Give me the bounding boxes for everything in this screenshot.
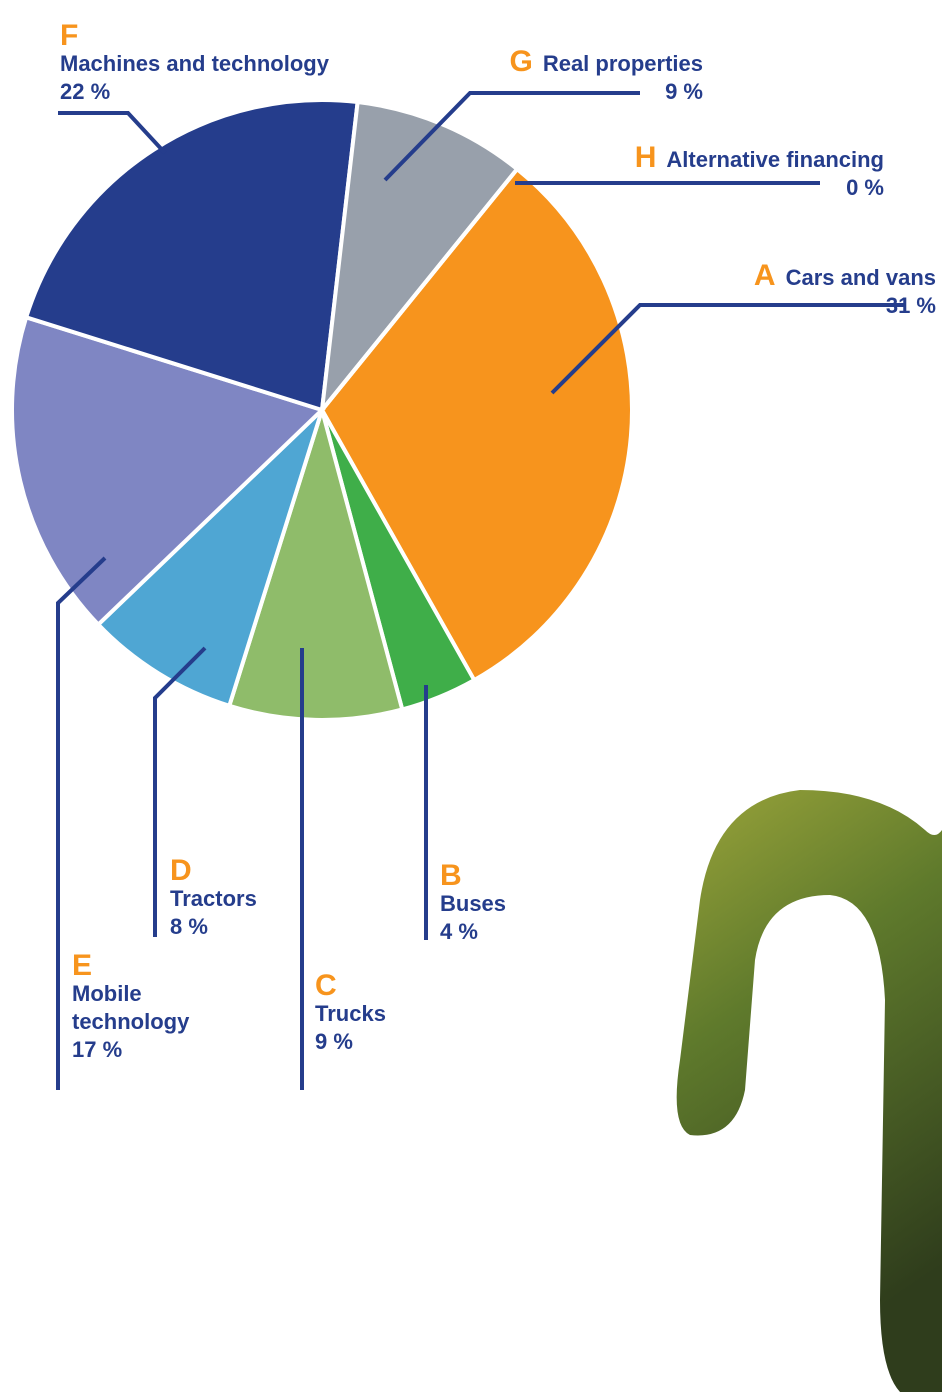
slice-value: 8 % <box>170 914 208 939</box>
leader-line <box>383 91 640 182</box>
slice-value: 4 % <box>440 919 478 944</box>
slice-letter: B <box>440 859 462 892</box>
pie-slice <box>10 314 326 628</box>
slice-letter: F <box>60 19 79 52</box>
slice-name: Tractors <box>170 886 257 911</box>
background-photo <box>676 790 942 1392</box>
slice-value: 17 % <box>72 1037 123 1062</box>
slice-label: B Buses 4 % <box>440 859 507 946</box>
slice-label: E Mobile technology 17 % <box>72 949 232 1064</box>
pie-slice <box>23 98 360 413</box>
slice-value: 9 % <box>315 1029 353 1054</box>
leader-line <box>56 556 107 1090</box>
slice-name: Real properties <box>542 51 703 76</box>
slice-value: 22 % <box>60 79 111 104</box>
slice-value: 9 % <box>665 79 703 104</box>
slice-value: 0 % <box>846 175 884 200</box>
slice-label: A Cars and vans 31 % <box>753 259 936 320</box>
slice-value: 31 % <box>885 293 936 318</box>
slice-label: C Trucks 9 % <box>315 969 386 1056</box>
pie-slice <box>319 166 634 683</box>
slice-letter: H <box>634 141 657 174</box>
leader-line <box>153 646 207 937</box>
slice-name: Machines and technology <box>60 51 329 76</box>
slice-letter: G <box>509 45 533 78</box>
slice-label: G Real properties 9 % <box>509 45 703 106</box>
pie-slice <box>320 167 519 412</box>
slice-name: Alternative financing <box>666 147 884 172</box>
slice-name: Mobile technology <box>72 981 190 1034</box>
slice-name: Trucks <box>315 1001 386 1026</box>
pie-slice <box>95 408 324 709</box>
slice-name: Buses <box>440 891 507 916</box>
leader-line <box>58 111 167 155</box>
leader-line <box>550 303 905 395</box>
slice-letter: C <box>315 969 337 1002</box>
slice-letter: D <box>170 854 192 887</box>
slice-label: H Alternative financing 0 % <box>634 141 884 202</box>
slice-label: F Machines and technology 22 % <box>60 19 329 106</box>
pie-slice <box>226 402 405 722</box>
slice-letter: A <box>753 259 776 292</box>
slice-letter: E <box>72 949 93 982</box>
slice-label: D Tractors 8 % <box>170 854 257 941</box>
slice-name: Cars and vans <box>785 265 936 290</box>
